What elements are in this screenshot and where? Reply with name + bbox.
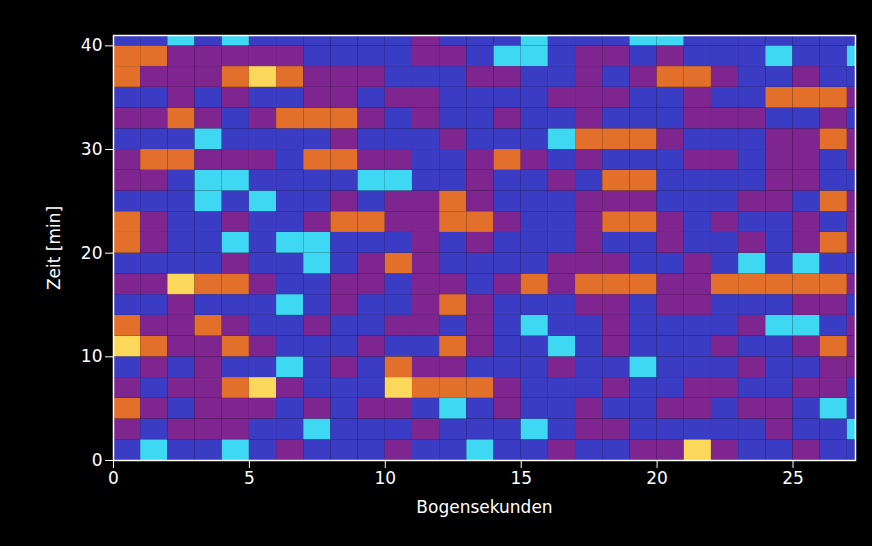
svg-text:25: 25 <box>782 468 804 488</box>
svg-text:10: 10 <box>374 468 396 488</box>
svg-text:Bogensekunden: Bogensekunden <box>416 497 552 517</box>
svg-text:10: 10 <box>81 346 103 366</box>
svg-text:30: 30 <box>81 139 103 159</box>
svg-text:20: 20 <box>646 468 668 488</box>
svg-text:Zeit [min]: Zeit [min] <box>44 206 64 290</box>
svg-text:40: 40 <box>81 35 103 55</box>
svg-text:5: 5 <box>244 468 255 488</box>
svg-text:0: 0 <box>92 450 103 470</box>
svg-text:15: 15 <box>510 468 532 488</box>
svg-text:0: 0 <box>108 468 119 488</box>
svg-text:20: 20 <box>81 243 103 263</box>
